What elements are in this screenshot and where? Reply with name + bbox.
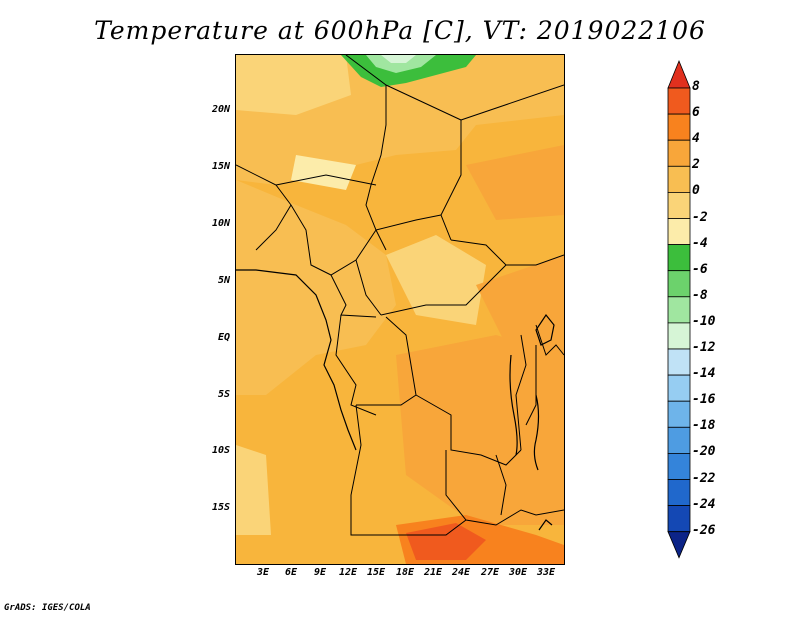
map-field <box>236 55 564 564</box>
colorbar-tick-label: 0 <box>692 183 700 199</box>
colorbar-tick-label: -24 <box>692 496 716 512</box>
lon-label: 27E <box>480 567 500 578</box>
colorbar-segment <box>667 505 691 533</box>
colorbar-segment <box>667 322 691 350</box>
lon-label: 24E <box>451 567 471 578</box>
colorbar-tick-label: -16 <box>692 392 716 408</box>
colorbar-segment <box>667 87 691 115</box>
colorbar-segment <box>667 218 691 246</box>
colorbar-tick-label: 2 <box>692 157 700 173</box>
colorbar-segment <box>667 270 691 298</box>
colorbar-tick-label: -14 <box>692 366 716 382</box>
colorbar-tick-label: -6 <box>692 261 708 277</box>
colorbar-segment <box>667 452 691 480</box>
lat-label: 5S <box>217 389 230 400</box>
lon-label: 18E <box>395 567 415 578</box>
lat-label: 10S <box>211 445 230 456</box>
lon-label: 15E <box>366 567 386 578</box>
lon-label: 33E <box>536 567 556 578</box>
colorbar-top-triangle <box>667 59 691 89</box>
colorbar-tick-label: 4 <box>692 131 700 147</box>
lat-label: 5N <box>217 275 230 286</box>
colorbar-segment <box>667 165 691 193</box>
colorbar-segment <box>667 244 691 272</box>
lat-label: 15N <box>211 161 230 172</box>
lat-label: EQ <box>217 332 230 343</box>
temperature-map <box>235 54 565 565</box>
lon-label: 6E <box>284 567 298 578</box>
footer-credit: GrADS: IGES/COLA <box>4 603 91 613</box>
colorbar-segment <box>667 400 691 428</box>
lon-label: 9E <box>313 567 327 578</box>
colorbar-tick-label: -10 <box>692 313 716 329</box>
lat-label: 20N <box>211 104 230 115</box>
lon-label: 3E <box>256 567 270 578</box>
colorbar-tick-label: 6 <box>692 105 700 121</box>
colorbar-bottom-triangle <box>667 531 691 559</box>
colorbar-segment <box>667 191 691 219</box>
colorbar-tick-label: -20 <box>692 444 716 460</box>
colorbar-segment <box>667 348 691 376</box>
colorbar-segment <box>667 479 691 507</box>
colorbar-tick-label: -12 <box>692 340 716 355</box>
colorbar-tick-label: -18 <box>692 418 716 434</box>
colorbar-tick-label: -22 <box>692 470 716 486</box>
colorbar-segment <box>667 296 691 324</box>
colorbar-segment <box>667 139 691 167</box>
colorbar-segment <box>667 426 691 454</box>
chart-title: Temperature at 600hPa [C], VT: 201902210… <box>94 16 706 45</box>
colorbar-tick-label: 8 <box>692 79 700 94</box>
colorbar-segment <box>667 374 691 402</box>
lon-label: 12E <box>338 567 358 578</box>
colorbar-segment <box>667 113 691 141</box>
lon-label: 30E <box>508 567 528 578</box>
colorbar-tick-label: -2 <box>692 209 708 225</box>
lat-label: 10N <box>211 218 230 229</box>
colorbar-tick-label: -8 <box>692 287 708 303</box>
lat-label: 15S <box>211 502 230 513</box>
colorbar <box>667 59 691 559</box>
colorbar-tick-label: -26 <box>692 522 716 538</box>
colorbar-tick-label: -4 <box>692 235 708 251</box>
lon-label: 21E <box>423 567 443 578</box>
